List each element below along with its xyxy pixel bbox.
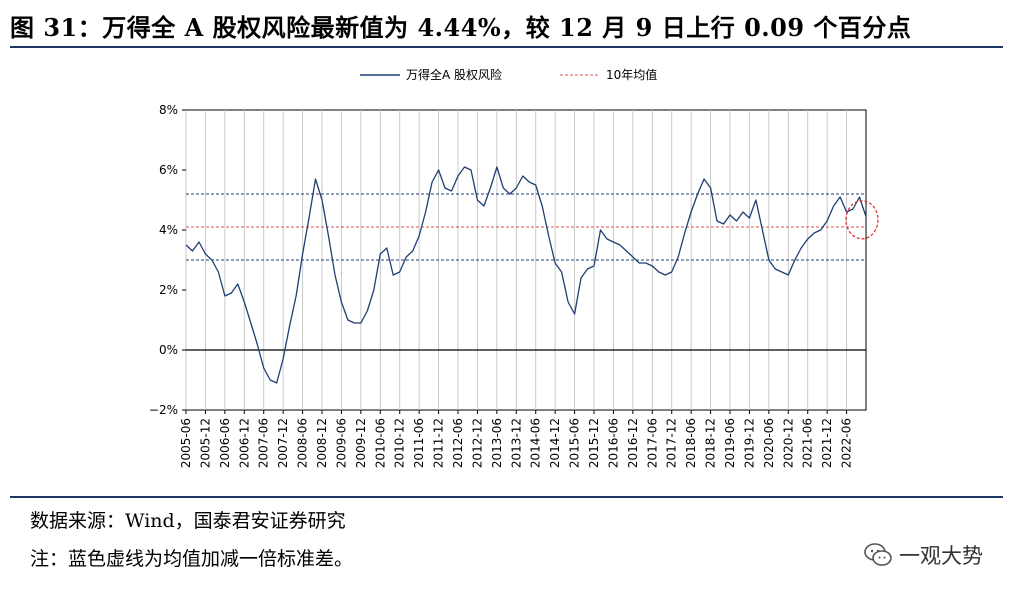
title-rule: [10, 46, 1003, 48]
x-tick-label: 2007-06: [257, 418, 271, 468]
source-text: 数据来源：Wind，国泰君安证券研究: [30, 510, 346, 532]
x-tick-label: 2007-12: [276, 418, 290, 468]
x-tick-label: 2006-06: [218, 418, 232, 468]
x-tick-label: 2021-12: [820, 418, 834, 468]
x-tick-label: 2012-06: [451, 418, 465, 468]
equity-risk-chart: 万得全A 股权风险 10年均值 8% 6% 4% 2% 0% −2%2005-06 2005-…: [149, 67, 879, 468]
x-tick-label: 2018-06: [684, 418, 698, 468]
wechat-icon: [864, 543, 892, 566]
x-tick-label: 2015-12: [587, 418, 601, 468]
y-tick-label: 6%: [159, 163, 178, 177]
x-tick-label: 2018-12: [704, 418, 718, 468]
note-text: 注：蓝色虚线为均值加减一倍标准差。: [30, 548, 354, 570]
y-tick-label: −2%: [149, 403, 178, 417]
x-tick-label: 2005-12: [198, 418, 212, 468]
x-tick-label: 2019-06: [723, 418, 737, 468]
plot-area: 8% 6% 4% 2% 0% −2%2005-06 2005-12 2006-06 2006-1…: [149, 103, 879, 468]
x-tick-label: 2017-12: [665, 418, 679, 468]
y-tick-label: 2%: [159, 283, 178, 297]
y-tick-label: 4%: [159, 223, 178, 237]
x-tick-label: 2013-12: [509, 418, 523, 468]
x-tick-label: 2016-12: [626, 418, 640, 468]
x-tick-label: 2009-06: [334, 418, 348, 468]
x-tick-label: 2016-06: [606, 418, 620, 468]
x-tick-label: 2010-12: [393, 418, 407, 468]
x-tick-label: 2010-06: [373, 418, 387, 468]
x-tick-label: 2008-06: [296, 418, 310, 468]
x-tick-label: 2013-06: [490, 418, 504, 468]
x-tick-label: 2014-12: [548, 418, 562, 468]
x-tick-label: 2012-12: [470, 418, 484, 468]
watermark: 一观大势: [863, 540, 983, 570]
x-tick-label: 2006-12: [237, 418, 251, 468]
series-line: [185, 166, 867, 384]
x-tick-label: 2014-06: [529, 418, 543, 468]
x-tick-label: 2022-06: [840, 418, 854, 468]
chart-legend: 万得全A 股权风险 10年均值: [360, 67, 657, 82]
x-tick-label: 2008-12: [315, 418, 329, 468]
x-tick-label: 2020-06: [762, 418, 776, 468]
x-tick-label: 2015-06: [568, 418, 582, 468]
y-tick-label: 8%: [159, 103, 178, 117]
x-tick-label: 2020-12: [781, 418, 795, 468]
x-tick-label: 2017-06: [645, 418, 659, 468]
x-tick-label: 2005-06: [179, 418, 193, 468]
source-rule: [10, 496, 1003, 498]
y-tick-label: 0%: [159, 343, 178, 357]
legend-label-series: 万得全A 股权风险: [406, 67, 502, 82]
figure-title: 图 31：万得全 A 股权风险最新值为 4.44%，较 12 月 9 日上行 0…: [10, 13, 912, 42]
watermark-text: 一观大势: [899, 544, 983, 568]
annotation-ellipse: [845, 200, 879, 240]
x-tick-label: 2011-06: [412, 418, 426, 468]
x-tick-label: 2021-06: [801, 418, 815, 468]
x-tick-label: 2011-12: [432, 418, 446, 468]
legend-label-mean: 10年均值: [606, 67, 657, 82]
x-tick-label: 2009-12: [354, 418, 368, 468]
x-tick-label: 2019-12: [742, 418, 756, 468]
